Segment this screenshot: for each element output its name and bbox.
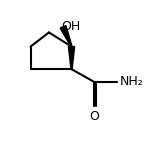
Polygon shape <box>68 47 75 69</box>
Text: NH₂: NH₂ <box>120 75 143 88</box>
Text: O: O <box>89 110 99 123</box>
Text: OH: OH <box>62 20 81 33</box>
Polygon shape <box>60 26 72 47</box>
